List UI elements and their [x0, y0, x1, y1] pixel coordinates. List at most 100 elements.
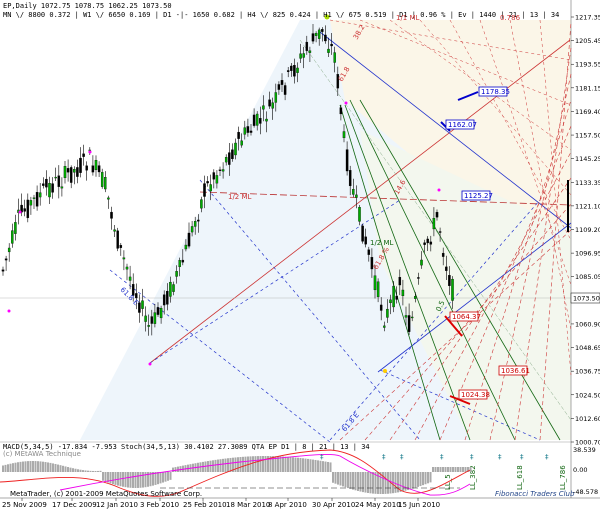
histogram-bar — [347, 472, 349, 489]
histogram-bar — [397, 472, 399, 493]
histogram-bar — [282, 456, 284, 472]
candle-body — [231, 149, 234, 160]
histogram-bar — [137, 472, 139, 488]
histogram-bar — [384, 472, 387, 494]
histogram-bar — [64, 466, 67, 472]
upper-blue-line — [319, 31, 572, 229]
candle-body — [435, 211, 439, 218]
time-axis: 25 Nov 2009 17 Dec 2009 12 Jan 2010 3 Feb 2… — [2, 498, 440, 509]
candle-body — [119, 245, 123, 248]
price-axis-label: 1048.65 — [575, 344, 600, 352]
histogram-bar — [232, 457, 234, 472]
histogram-bar — [252, 456, 254, 472]
candle-body — [187, 232, 191, 247]
watermark: (c) MEtAWA Technique — [3, 450, 81, 458]
histogram-bar — [297, 457, 299, 472]
histogram-bar — [409, 472, 412, 490]
histogram-bar — [354, 472, 357, 491]
candle-body — [333, 52, 336, 63]
price-box-label: 1178.35 — [481, 88, 510, 96]
histogram-bar — [142, 472, 144, 488]
candle-body — [169, 281, 172, 297]
candle-body — [389, 299, 392, 304]
candle-body — [100, 172, 104, 187]
candle-body — [138, 302, 141, 313]
candle-body — [296, 67, 299, 73]
arrow-markers — [7, 14, 479, 405]
histogram-bar — [132, 472, 134, 488]
candle-body — [128, 276, 132, 281]
timeframe-header: MN \/ 8800 0.372 | W1 \/ 6650 0.169 | D1… — [3, 11, 559, 19]
histogram-bar — [429, 472, 432, 483]
candle-body — [286, 70, 290, 72]
histogram-bar — [109, 472, 112, 484]
candle-body — [1, 269, 5, 272]
histogram-bar — [42, 461, 44, 472]
time-axis-label: 25 Feb 2010 — [183, 501, 227, 509]
symbol-header: EP,Daily 1072.75 1078.75 1062.25 1073.50 — [3, 2, 172, 10]
histogram-bar — [47, 462, 49, 472]
histogram-bar — [9, 463, 12, 472]
histogram-bar — [417, 472, 419, 487]
ll-label-4: LL_786 — [559, 465, 567, 490]
candle-body — [203, 183, 206, 197]
histogram-bar — [379, 472, 382, 494]
histogram-bar — [72, 468, 74, 472]
histogram-bar — [432, 467, 434, 472]
histogram-bar — [269, 456, 272, 472]
histogram-bar — [259, 456, 262, 472]
candle-body — [414, 296, 417, 299]
blue-dotted-5 — [379, 369, 541, 441]
histogram-bar — [419, 472, 422, 487]
price-axis-label: 1096.95 — [575, 250, 600, 258]
histogram-bar — [457, 467, 459, 472]
histogram-bar — [427, 472, 429, 484]
candle-body — [352, 189, 355, 195]
candle-body — [178, 260, 181, 268]
indicator-axis-label: 38.539 — [573, 446, 596, 454]
histogram-bar — [179, 466, 182, 472]
histogram-bar — [439, 467, 442, 472]
candle-body — [445, 266, 448, 271]
histogram-bar — [4, 464, 7, 472]
histogram-bar — [129, 472, 132, 488]
candle-body — [395, 295, 398, 300]
time-axis-label: 18 Mar 2010 — [226, 501, 270, 509]
candle-body — [290, 65, 293, 71]
candle-body — [54, 176, 57, 179]
green-fan-3 — [349, 99, 516, 441]
price-box-label: 1036.61 — [501, 367, 530, 375]
candle-body — [7, 247, 11, 253]
candle-body — [317, 29, 321, 39]
blue-dotted-1 — [109, 269, 331, 443]
candle-body — [63, 166, 67, 179]
histogram-bar — [212, 460, 214, 472]
candle-body — [48, 182, 51, 198]
signal-marker: ‡ — [320, 453, 324, 461]
candle-body — [348, 170, 352, 187]
signal-marker: ‡ — [400, 453, 404, 461]
histogram-bar — [324, 461, 327, 472]
candle-body — [376, 281, 380, 298]
pivot-marker-6 — [344, 101, 348, 105]
histogram-bar — [97, 470, 99, 472]
indicator-axis-label: -48.578 — [573, 488, 598, 496]
histogram-bar — [437, 467, 439, 472]
histogram-bar — [104, 472, 107, 482]
candlestick-series — [1, 23, 454, 336]
histogram-bar — [284, 456, 287, 472]
histogram-bar — [77, 469, 79, 472]
histogram-bar — [352, 472, 354, 490]
price-axis-label: 1181.15 — [575, 84, 600, 92]
histogram-bar — [402, 472, 404, 492]
candle-body — [206, 181, 209, 184]
candle-body — [32, 197, 36, 199]
histogram-bar — [117, 472, 119, 486]
candle-body — [330, 43, 333, 47]
histogram-bar — [162, 472, 164, 483]
histogram-bar — [449, 467, 452, 472]
candle-body — [166, 290, 169, 305]
histogram-bar — [239, 457, 242, 472]
